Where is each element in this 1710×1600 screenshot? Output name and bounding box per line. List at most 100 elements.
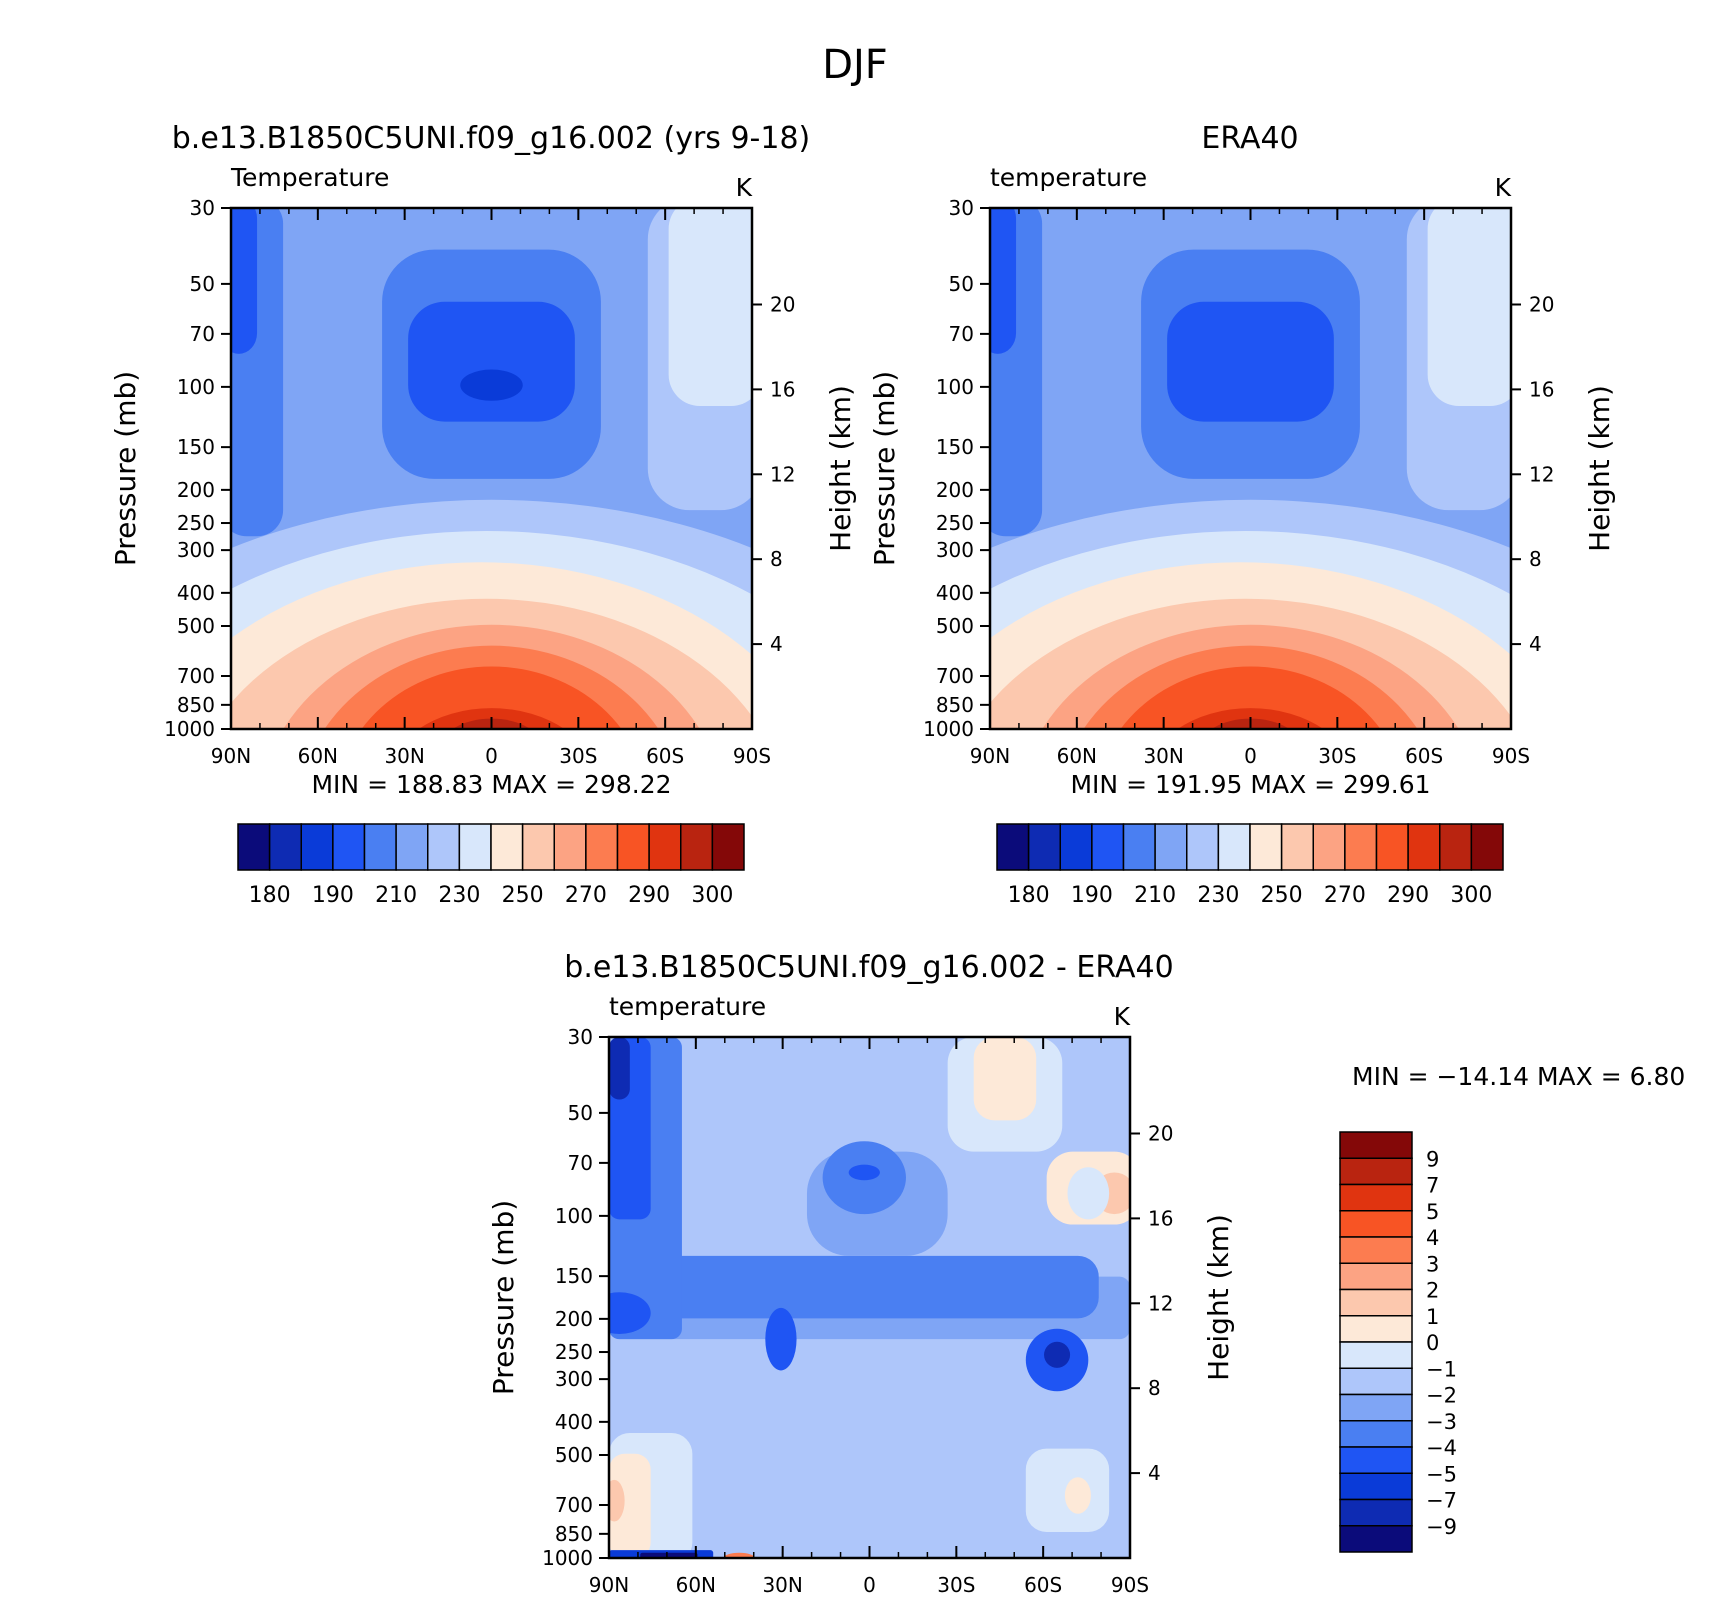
diff-y-tick-label: 850 (555, 1522, 593, 1546)
obs-x-tick-label: 30S (1318, 744, 1356, 768)
diff-colorbar-label: −1 (1426, 1357, 1457, 1381)
diff-colorbar-cell (1339, 1210, 1413, 1238)
model-colorbar-cell (395, 823, 429, 871)
obs-x-tick-label: 30N (1143, 744, 1183, 768)
obs-y2-tick-label: 16 (1529, 377, 1554, 401)
diff-field (609, 1037, 1130, 1558)
obs-colorbar-cell (1059, 823, 1093, 871)
model-y2-axis-title: Height (km) (824, 385, 857, 552)
model-y-tick-label: 30 (190, 196, 215, 220)
diff-colorbar-cell (1339, 1315, 1413, 1343)
diff-contour-band-nh-surface-core (609, 1479, 625, 1522)
obs-colorbar-cell (996, 823, 1030, 871)
diff-y-tick-label: 700 (555, 1493, 593, 1517)
model-contour-band-6 (361, 666, 622, 729)
diff-colorbar-label: −5 (1426, 1462, 1457, 1486)
diff-y-tick-label: 150 (555, 1264, 593, 1288)
diff-x-tick-label: 90S (1111, 1573, 1149, 1597)
obs-y2-tick-label: 20 (1529, 292, 1554, 316)
model-variable-label: Temperature (230, 163, 389, 192)
diff-colorbar-label: 5 (1426, 1200, 1439, 1224)
model-y-tick-label: 300 (177, 538, 215, 562)
model-colorbar-cell (458, 823, 492, 871)
model-stats-label: MIN = 188.83 MAX = 298.22 (311, 770, 671, 799)
obs-x-tick-label: 60N (1057, 744, 1097, 768)
diff-x-tick-label: 0 (863, 1573, 876, 1597)
model-units-label: K (736, 173, 753, 202)
model-colorbar-cell (648, 823, 682, 871)
obs-colorbar-cell (1027, 823, 1061, 871)
obs-colorbar-cell (1217, 823, 1251, 871)
diff-colorbar-label: −3 (1426, 1410, 1457, 1434)
model-field (231, 208, 752, 729)
obs-x-tick-label: 90S (1492, 744, 1530, 768)
obs-x-tick-label: 0 (1244, 744, 1257, 768)
model-contour-band-tropopause-inner (408, 301, 575, 422)
model-y-tick-label: 50 (190, 272, 215, 296)
model-colorbar-label: 300 (691, 883, 733, 908)
obs-y-tick-label: 250 (936, 511, 974, 535)
diff-contour-band-tropical-spot (765, 1307, 797, 1371)
obs-colorbar-cell (1249, 823, 1283, 871)
model-y2-tick-label: 8 (770, 547, 783, 571)
model-y2-tick-label: 20 (770, 292, 795, 316)
model-y-tick-label: 250 (177, 511, 215, 535)
diff-colorbar-cell (1339, 1472, 1413, 1501)
obs-y-tick-label: 100 (936, 375, 974, 399)
model-y-tick-label: 700 (177, 664, 215, 688)
diff-y2-tick-label: 12 (1148, 1291, 1173, 1315)
diff-colorbar-cell (1339, 1236, 1413, 1264)
model-y-tick-label: 850 (177, 693, 215, 717)
obs-y-tick-label: 400 (936, 581, 974, 605)
model-colorbar-cell (490, 823, 524, 871)
model-y-tick-label: 70 (190, 322, 215, 346)
obs-colorbar-label: 290 (1387, 883, 1429, 908)
obs-y-axis-title: Pressure (mb) (868, 371, 901, 566)
obs-colorbar-cell (1470, 823, 1504, 871)
diff-y-axis-title: Pressure (mb) (487, 1200, 520, 1395)
model-y-tick-label: 150 (177, 435, 215, 459)
diff-y2-tick-label: 20 (1148, 1121, 1173, 1145)
diff-y2-tick-label: 16 (1148, 1206, 1173, 1230)
obs-colorbar-label: 190 (1071, 883, 1113, 908)
model-x-tick-label: 30S (559, 744, 597, 768)
diff-colorbar-label: −4 (1426, 1436, 1457, 1460)
model-panel-title: b.e13.B1850C5UNI.f09_g16.002 (yrs 9-18) (172, 121, 811, 156)
diff-contour-band-surface-warm (723, 1552, 755, 1558)
obs-y-tick-label: 1000 (923, 717, 974, 741)
diff-contour-band-surface-core (640, 1552, 698, 1558)
diff-y2-axis-title: Height (km) (1202, 1214, 1235, 1381)
obs-colorbar-label: 210 (1134, 883, 1176, 908)
model-y2-tick-label: 12 (770, 462, 795, 486)
diff-colorbar-label: 9 (1426, 1147, 1439, 1171)
diff-colorbar-cell (1339, 1288, 1413, 1317)
diff-colorbar-label: −9 (1426, 1515, 1457, 1539)
diff-colorbar-cell (1339, 1393, 1413, 1422)
model-colorbar-cell (237, 823, 271, 871)
model-colorbar-cell (427, 823, 461, 871)
obs-y-tick-label: 300 (936, 538, 974, 562)
model-colorbar-cell (268, 823, 302, 871)
obs-y-tick-label: 500 (936, 614, 974, 638)
obs-panel-title: ERA40 (1201, 121, 1298, 156)
model-x-tick-label: 30N (384, 744, 424, 768)
diff-colorbar-cell (1339, 1341, 1413, 1369)
obs-contour-band-tropopause-inner (1167, 301, 1334, 422)
diff-colorbar-label: 2 (1426, 1279, 1439, 1303)
diff-y-tick-label: 30 (568, 1025, 593, 1049)
obs-colorbar-label: 250 (1261, 883, 1303, 908)
diff-colorbar-label: −2 (1426, 1384, 1457, 1408)
diff-colorbar-cell (1339, 1183, 1413, 1212)
model-colorbar-label: 250 (502, 883, 544, 908)
diff-y-tick-label: 200 (555, 1307, 593, 1331)
obs-colorbar-label: 180 (1008, 883, 1050, 908)
model-colorbar-cell (553, 823, 587, 871)
obs-stats-label: MIN = 191.95 MAX = 299.61 (1070, 770, 1430, 799)
obs-variable-label: temperature (990, 163, 1147, 192)
diff-x-tick-label: 90N (589, 1573, 629, 1597)
obs-y-tick-label: 50 (949, 272, 974, 296)
model-colorbar-label: 270 (565, 883, 607, 908)
model-y-tick-label: 500 (177, 614, 215, 638)
diff-colorbar-cell (1339, 1498, 1413, 1527)
obs-contour-band-6 (1120, 666, 1381, 729)
